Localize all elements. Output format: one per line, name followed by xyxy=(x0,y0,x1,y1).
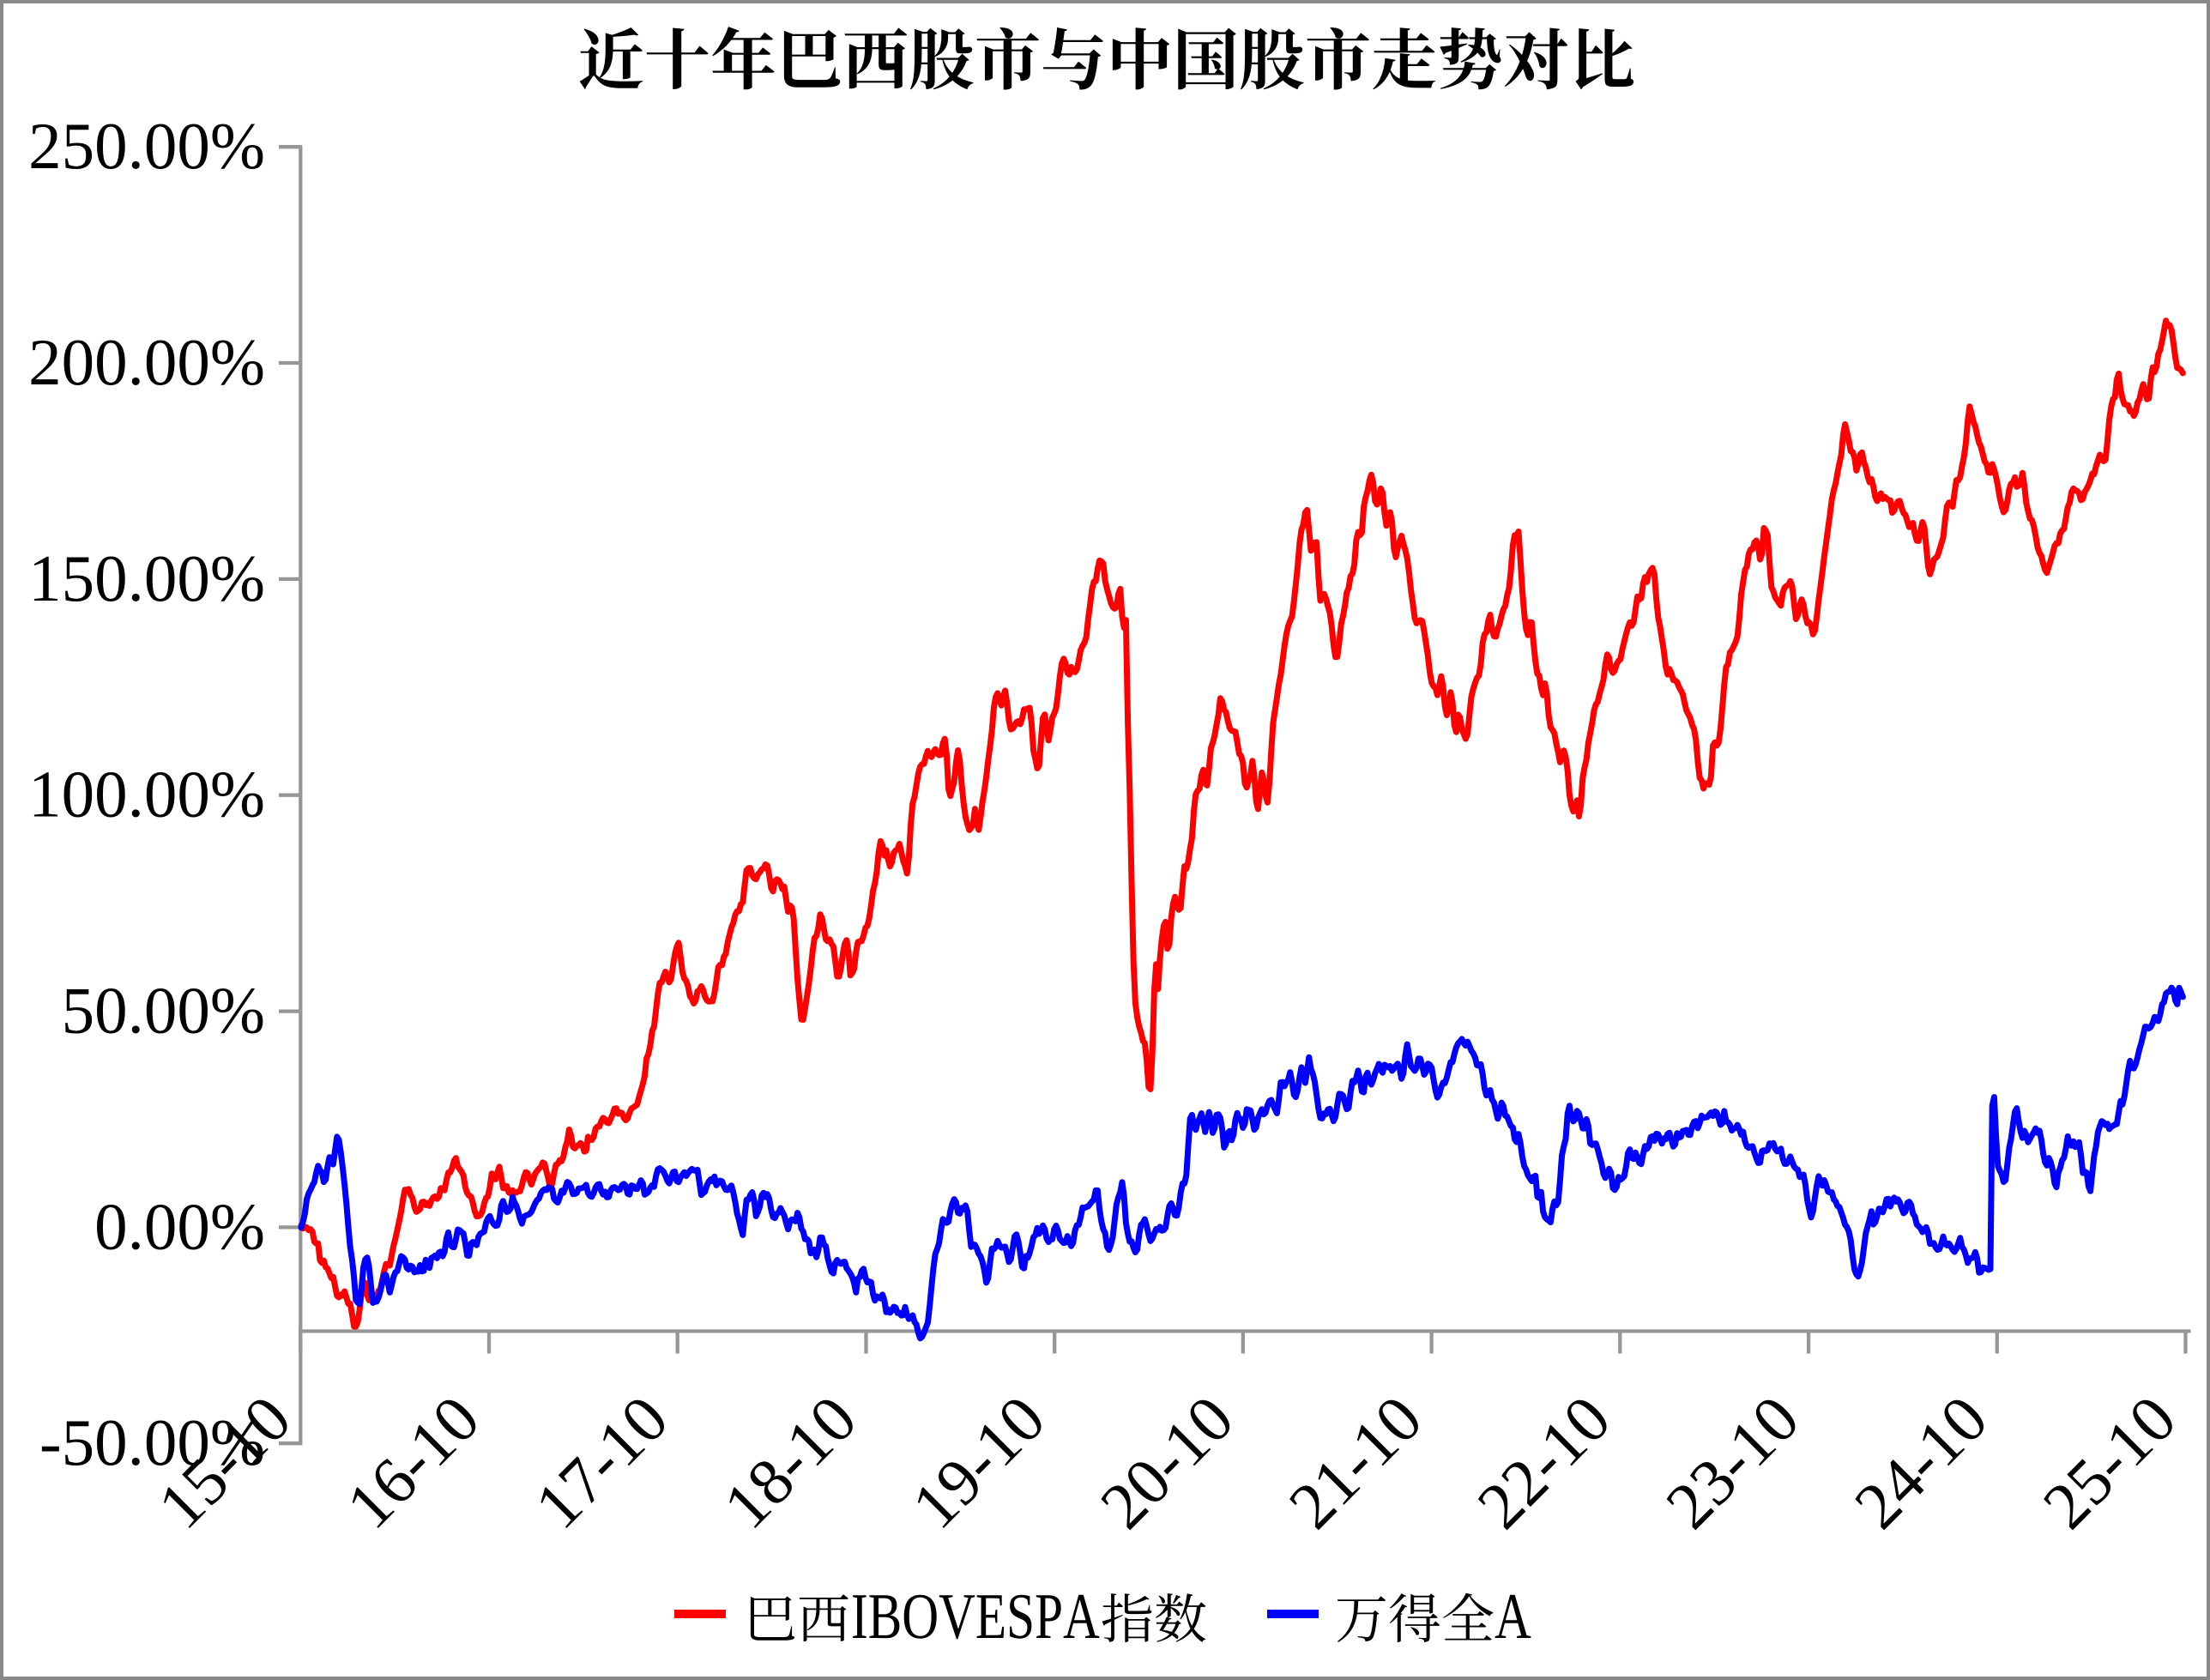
svg-text:250.00%: 250.00% xyxy=(28,109,265,183)
svg-text:-50.00%: -50.00% xyxy=(39,1405,265,1479)
svg-text:100.00%: 100.00% xyxy=(28,758,265,831)
svg-text:150.00%: 150.00% xyxy=(28,541,265,615)
svg-text:50.00%: 50.00% xyxy=(62,974,265,1048)
svg-text:0.00%: 0.00% xyxy=(94,1189,265,1263)
svg-text:200.00%: 200.00% xyxy=(28,325,265,399)
